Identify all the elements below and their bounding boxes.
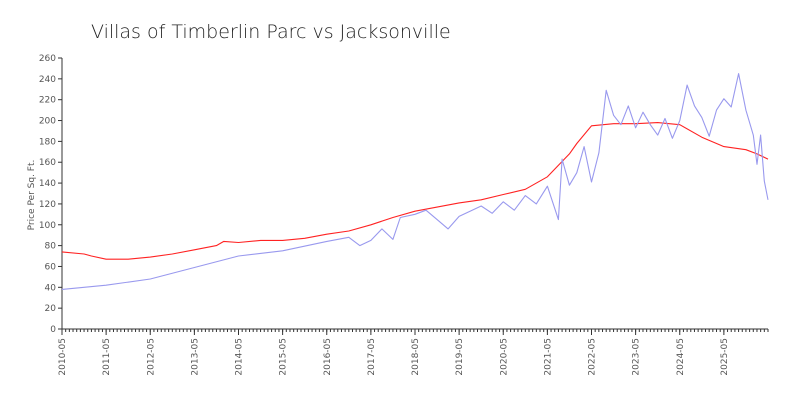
x-tick-label: 2025-05 — [720, 338, 730, 376]
x-tick-label: 2012-05 — [146, 338, 156, 376]
x-tick-label: 2024-05 — [676, 338, 686, 376]
x-tick-label: 2016-05 — [323, 338, 333, 376]
y-tick-label: 240 — [39, 75, 56, 85]
x-tick-label: 2010-05 — [58, 338, 68, 376]
chart-title: Villas of Timberlin Parc vs Jacksonville — [91, 21, 451, 43]
x-tick-label: 2013-05 — [190, 338, 200, 376]
series-line-1 — [61, 122, 769, 260]
series-line-2 — [61, 73, 769, 290]
y-tick-label: 60 — [45, 262, 57, 272]
y-tick-label: 80 — [45, 242, 57, 252]
y-tick-label: 120 — [39, 200, 56, 210]
x-tick-label: 2018-05 — [411, 338, 421, 376]
y-tick-label: 0 — [50, 325, 56, 335]
x-tick-label: 2020-05 — [499, 338, 509, 376]
y-tick-label: 220 — [39, 96, 56, 106]
x-tick-label: 2017-05 — [367, 338, 377, 376]
x-tick-label: 2023-05 — [632, 338, 642, 376]
x-tick-label: 2014-05 — [235, 338, 245, 376]
plot-area: 0 20 40 60 80 100 120 140 160 180 200 220 240 260 2010… — [39, 54, 769, 376]
x-tick-label: 2011-05 — [102, 338, 112, 376]
y-tick-label: 200 — [39, 117, 56, 127]
x-tick-label: 2021-05 — [543, 338, 553, 376]
x-tick-label: 2019-05 — [455, 338, 465, 376]
y-tick-label: 160 — [39, 158, 56, 168]
y-tick-label: 100 — [39, 221, 56, 231]
y-tick-label: 260 — [39, 54, 56, 64]
y-axis-label: Price Per Sq. Ft. — [27, 160, 37, 231]
y-tick-label: 20 — [45, 304, 57, 314]
x-tick-label: 2015-05 — [279, 338, 289, 376]
y-tick-label: 40 — [45, 283, 57, 293]
y-tick-label: 180 — [39, 137, 56, 147]
y-tick-label: 140 — [39, 179, 56, 189]
x-tick-label: 2022-05 — [588, 338, 598, 376]
